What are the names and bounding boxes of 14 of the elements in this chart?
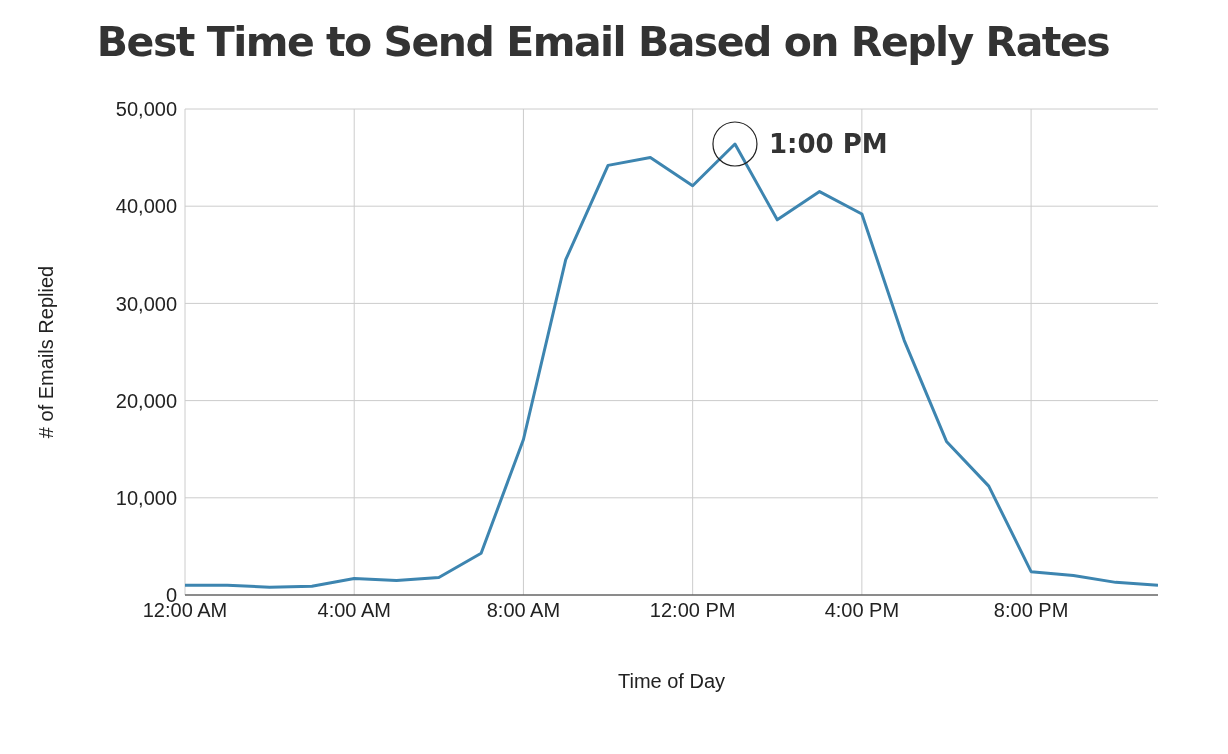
y-tick-label: 50,000: [115, 98, 177, 121]
x-tick-label: 12:00 PM: [649, 599, 736, 622]
y-tick-label: 20,000: [115, 389, 177, 412]
annotation: 1:00 PM: [768, 128, 888, 159]
x-tick-label: 8:00 AM: [486, 599, 561, 622]
chart-title: Best Time to Send Email Based on Reply Rates: [95, 18, 1111, 66]
x-axis-title: Time of Day: [617, 670, 726, 692]
x-tick-label: 4:00 AM: [317, 599, 391, 622]
x-tick-label: 8:00 PM: [993, 599, 1069, 622]
x-tick-label: 4:00 PM: [824, 599, 900, 622]
y-tick-label: 40,000: [115, 195, 177, 218]
y-tick-label: 30,000: [115, 292, 177, 315]
y-axis-title: # of Emails Replied: [35, 265, 58, 439]
y-tick-label: 10,000: [115, 486, 177, 509]
